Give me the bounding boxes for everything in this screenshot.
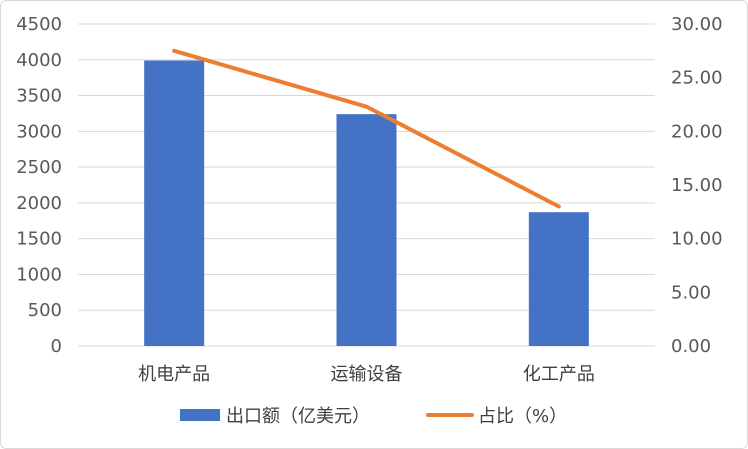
left-tick-label: 3500 <box>16 86 62 107</box>
legend-label-line: 占比（%） <box>478 406 567 427</box>
left-tick-label: 500 <box>28 300 62 321</box>
right-tick-label: 25.00 <box>671 68 723 89</box>
bar-series <box>144 60 589 346</box>
left-tick-label: 1000 <box>16 264 62 285</box>
left-tick-label: 2500 <box>16 157 62 178</box>
right-tick-label: 15.00 <box>671 175 723 196</box>
right-tick-label: 0.00 <box>671 336 711 357</box>
left-tick-label: 2000 <box>16 193 62 214</box>
left-tick-label: 1500 <box>16 229 62 250</box>
legend-swatch-bar <box>180 409 220 421</box>
category-label: 化工产品 <box>523 364 595 385</box>
category-label: 运输设备 <box>331 364 403 385</box>
category-labels: 机电产品 运输设备 化工产品 <box>138 364 595 385</box>
right-tick-label: 5.00 <box>671 282 711 303</box>
right-axis-ticks: 0.00 5.00 10.00 15.00 20.00 25.00 30.00 <box>671 14 723 357</box>
legend-label-bar: 出口额（亿美元） <box>226 406 370 427</box>
left-tick-label: 4000 <box>16 50 62 71</box>
left-axis-ticks: 0 500 1000 1500 2000 2500 3000 3500 4000 4500 <box>16 14 62 357</box>
bar <box>528 212 589 346</box>
legend: 出口额（亿美元） 占比（%） <box>180 406 567 427</box>
line-series <box>172 48 561 209</box>
right-tick-label: 20.00 <box>671 121 723 142</box>
right-tick-label: 30.00 <box>671 14 723 35</box>
right-tick-label: 10.00 <box>671 229 723 250</box>
left-tick-label: 3000 <box>16 121 62 142</box>
bar <box>336 114 397 346</box>
bar <box>144 60 205 346</box>
left-tick-label: 4500 <box>16 14 62 35</box>
left-tick-label: 0 <box>51 336 62 357</box>
category-label: 机电产品 <box>138 364 210 385</box>
